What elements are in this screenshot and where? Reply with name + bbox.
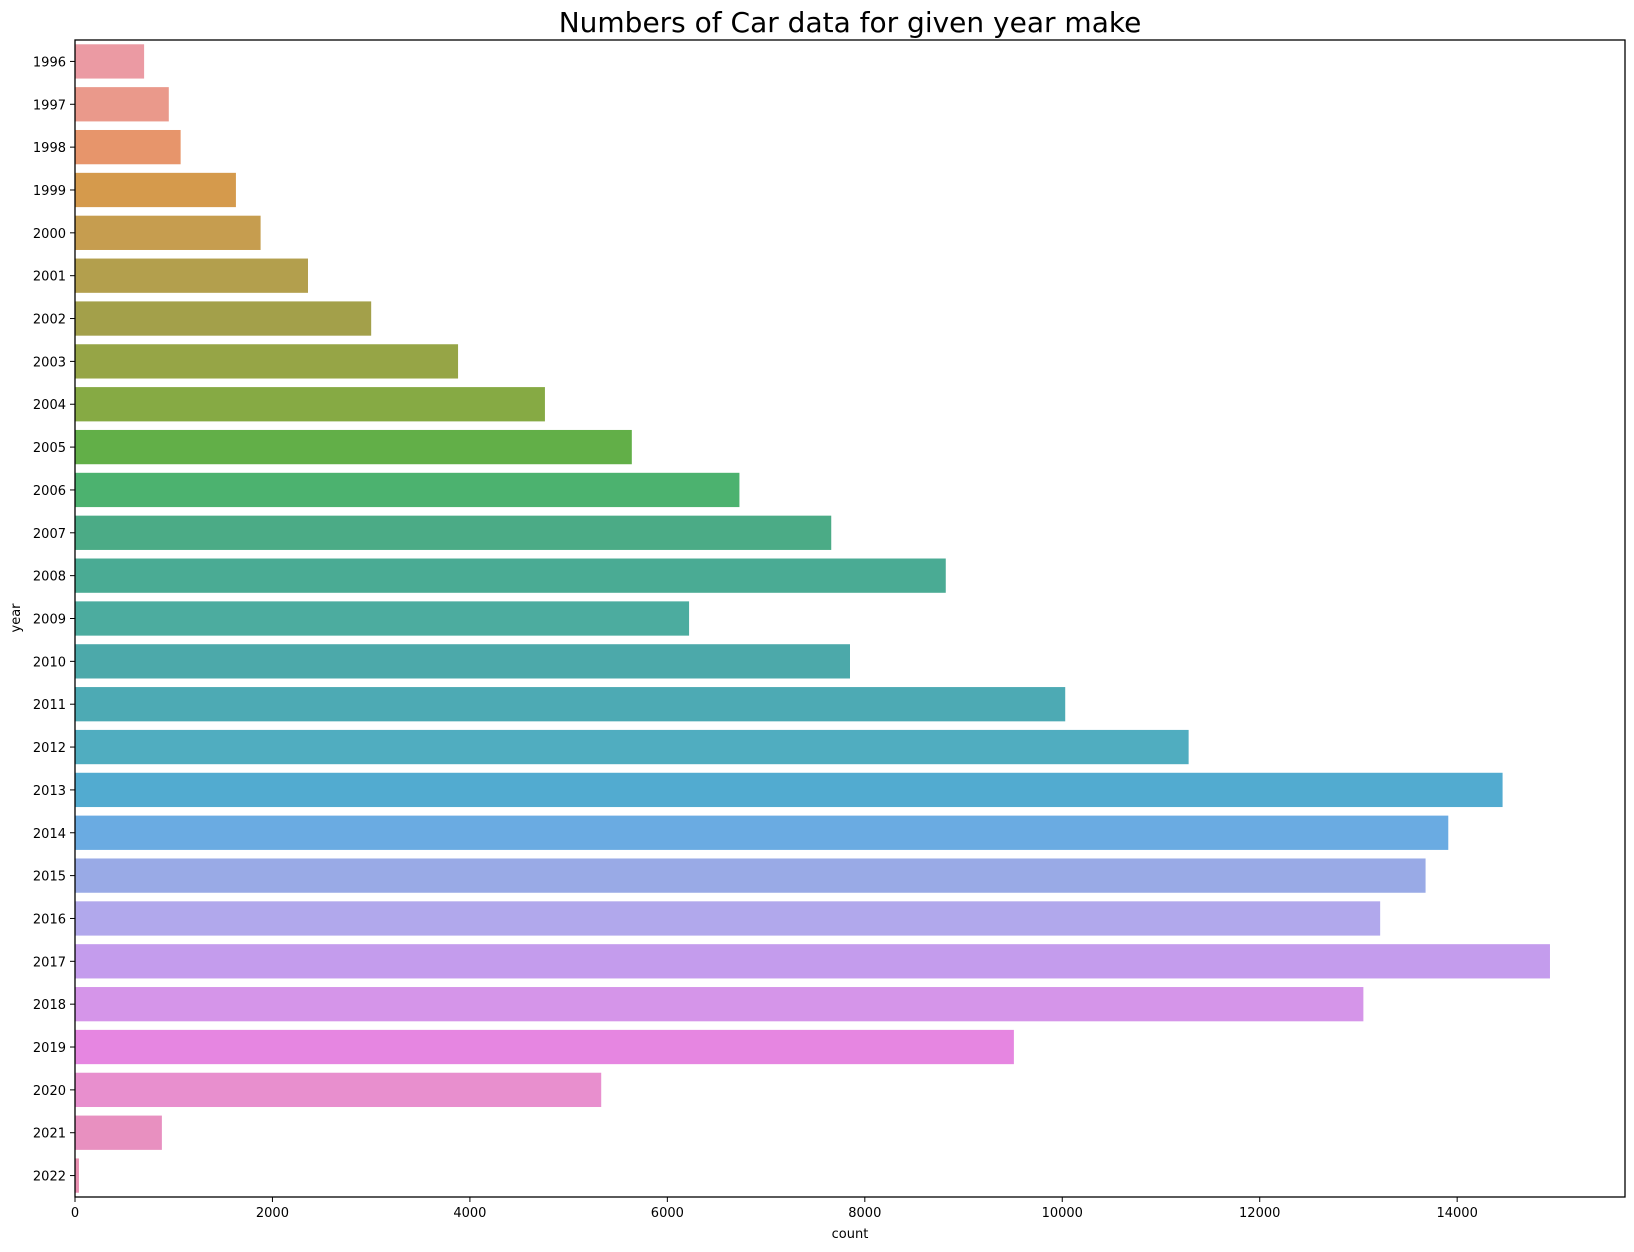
x-tick-label: 0 [71,1206,79,1221]
bar-2017 [75,944,1550,979]
y-tick-label: 2003 [33,355,66,370]
y-tick-label: 2002 [33,313,66,328]
bars-layer [75,44,1550,1193]
y-tick-label: 2015 [33,870,66,885]
y-tick-label: 2021 [33,1127,66,1142]
y-tick-label: 2014 [33,827,66,842]
plot-frame [74,39,1626,1198]
bar-2004 [75,387,545,422]
x-tick-label: 14000 [1436,1206,1477,1221]
bar-2009 [75,601,690,636]
y-tick-label: 2013 [33,784,66,799]
bar-2001 [75,258,308,293]
bar-2000 [75,215,261,250]
y-tick-label: 2010 [33,655,66,670]
bar-2022 [75,1158,79,1193]
y-tick-label: 1999 [33,184,66,199]
x-axis-ticks: 0 2000 4000 6000 8000 10000 12000 14000 [71,1197,1478,1221]
bar-2008 [75,558,946,593]
x-axis-label: count [832,1227,869,1242]
x-tick-label: 8000 [848,1206,881,1221]
y-axis-label: year [9,603,24,633]
bar-2014 [75,815,1449,850]
x-tick-label: 4000 [453,1206,486,1221]
bar-1998 [75,129,181,165]
y-tick-label: 1998 [33,141,66,156]
y-tick-label: 2009 [33,613,66,628]
bar-2006 [75,472,740,508]
chart-title: Numbers of Car data for given year make [559,6,1142,39]
y-tick-label: 2001 [33,270,66,285]
y-tick-label: 2004 [33,398,66,413]
x-tick-label: 10000 [1042,1206,1083,1221]
y-tick-label: 2019 [33,1041,66,1056]
y-tick-label: 2005 [33,441,66,456]
bar-2007 [75,515,832,550]
y-tick-label: 2020 [33,1084,66,1099]
bar-2015 [75,858,1426,893]
bar-2003 [75,344,459,379]
y-tick-label: 2006 [33,484,66,499]
y-tick-label: 2008 [33,570,66,585]
bar-1997 [75,87,169,122]
bar-1996 [75,44,145,79]
y-tick-label: 2000 [33,227,66,242]
bar-2011 [75,687,1066,722]
y-tick-label: 2016 [33,912,66,927]
y-tick-label: 2012 [33,741,66,756]
bar-2018 [75,987,1364,1022]
y-axis-ticks: 1996 1997 1998 1999 2000 2001 2002 2003 2004 2005… [33,55,75,1185]
bar-2005 [75,429,632,465]
bar-2012 [75,729,1189,765]
y-tick-label: 1997 [33,98,66,113]
bar-2010 [75,644,850,679]
bar-2021 [75,1115,162,1150]
x-tick-label: 6000 [651,1206,684,1221]
x-tick-label: 2000 [256,1206,289,1221]
y-tick-label: 2018 [33,998,66,1013]
y-tick-label: 2011 [33,698,66,713]
y-tick-label: 1996 [33,55,66,70]
y-tick-label: 2022 [33,1170,66,1185]
y-tick-label: 2017 [33,955,66,970]
bar-2020 [75,1072,602,1108]
bar-2002 [75,301,372,336]
bar-2013 [75,772,1503,808]
bar-1999 [75,172,236,208]
x-tick-label: 12000 [1239,1206,1280,1221]
bar-2016 [75,901,1381,936]
bar-2019 [75,1029,1014,1065]
y-tick-label: 2007 [33,527,66,542]
